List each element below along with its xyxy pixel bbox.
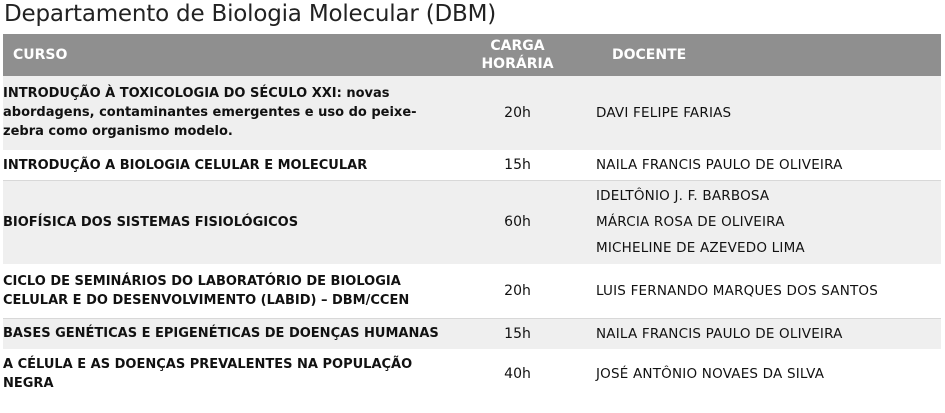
carga-cell: 40h [439,349,596,399]
carga-cell: 15h [439,318,596,349]
docente-name: NAILA FRANCIS PAULO DE OLIVEIRA [596,157,843,173]
carga-cell: 20h [439,264,596,318]
docente-cell: NAILA FRANCIS PAULO DE OLIVEIRA [596,318,941,349]
table-row: CICLO DE SEMINÁRIOS DO LABORATÓRIO DE BI… [3,264,941,318]
curso-cell: INTRODUÇÃO À TOXICOLOGIA DO SÉCULO XXI: … [3,76,439,150]
table-header-row: CURSO CARGA HORÁRIA DOCENTE [3,34,941,76]
docente-name: LUIS FERNANDO MARQUES DOS SANTOS [596,283,879,299]
docente-name: IDELTÔNIO J. F. BARBOSA [596,188,770,204]
table-row: A CÉLULA E AS DOENÇAS PREVALENTES NA POP… [3,349,941,399]
curso-cell: CICLO DE SEMINÁRIOS DO LABORATÓRIO DE BI… [3,264,439,318]
docente-name: MÁRCIA ROSA DE OLIVEIRA [596,214,785,230]
curso-cell: BASES GENÉTICAS E EPIGENÉTICAS DE DOENÇA… [3,318,439,349]
docente-name: DAVI FELIPE FARIAS [596,104,732,121]
carga-cell: 20h [439,76,596,150]
page-title: Departamento de Biologia Molecular (DBM) [4,1,497,27]
docente-name: MICHELINE DE AZEVEDO LIMA [596,240,805,256]
courses-table: CURSO CARGA HORÁRIA DOCENTE INTRODUÇÃO À… [3,34,941,399]
header-curso: CURSO [3,34,439,76]
table-row: BASES GENÉTICAS E EPIGENÉTICAS DE DOENÇA… [3,318,941,349]
docente-name: NAILA FRANCIS PAULO DE OLIVEIRA [596,325,843,342]
docente-cell: DAVI FELIPE FARIAS [596,76,941,150]
header-docente: DOCENTE [596,34,941,76]
header-carga-line1: CARGA [490,38,545,54]
docente-cell: JOSÉ ANTÔNIO NOVAES DA SILVA [596,349,941,399]
docente-cell: NAILA FRANCIS PAULO DE OLIVEIRA [596,150,941,180]
curso-cell: INTRODUÇÃO A BIOLOGIA CELULAR E MOLECULA… [3,150,439,180]
docente-name: JOSÉ ANTÔNIO NOVAES DA SILVA [596,366,825,383]
table-row: INTRODUÇÃO A BIOLOGIA CELULAR E MOLECULA… [3,150,941,180]
header-carga-line2: HORÁRIA [481,56,554,72]
curso-cell: A CÉLULA E AS DOENÇAS PREVALENTES NA POP… [3,349,439,399]
carga-cell: 15h [439,150,596,180]
docente-cell: IDELTÔNIO J. F. BARBOSA MÁRCIA ROSA DE O… [596,180,941,264]
table-row: INTRODUÇÃO À TOXICOLOGIA DO SÉCULO XXI: … [3,76,941,150]
header-carga-horaria: CARGA HORÁRIA [439,34,596,76]
curso-cell: BIOFÍSICA DOS SISTEMAS FISIOLÓGICOS [3,180,439,264]
carga-cell: 60h [439,180,596,264]
table-row: BIOFÍSICA DOS SISTEMAS FISIOLÓGICOS 60h … [3,180,941,264]
docente-cell: LUIS FERNANDO MARQUES DOS SANTOS [596,264,941,318]
